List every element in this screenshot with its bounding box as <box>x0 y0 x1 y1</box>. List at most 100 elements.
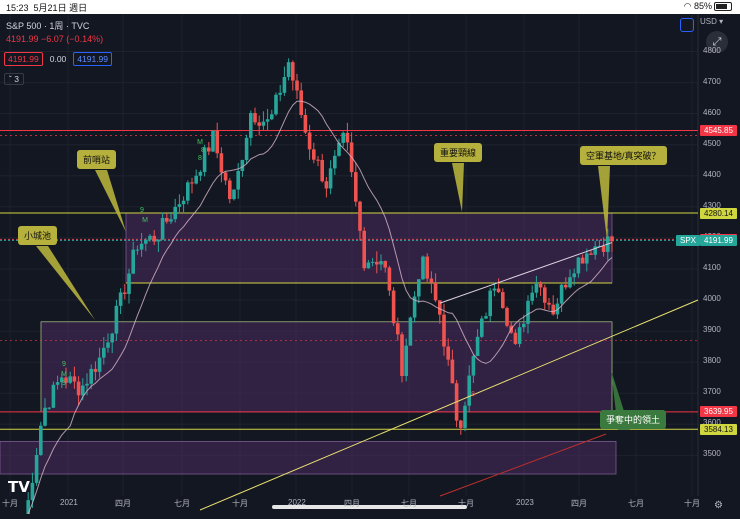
candle <box>240 160 245 171</box>
candle <box>463 405 467 428</box>
candle <box>564 284 568 288</box>
candle <box>110 333 114 343</box>
candle <box>543 287 547 303</box>
candle <box>488 290 492 317</box>
candle <box>459 420 463 428</box>
candle <box>593 246 597 255</box>
gear-icon[interactable]: ⚙ <box>714 500 723 511</box>
battery-text: 85% <box>693 1 712 11</box>
candle <box>118 292 123 306</box>
candle <box>375 261 379 265</box>
candle <box>475 336 480 356</box>
candle <box>257 122 261 126</box>
candle <box>438 300 442 315</box>
trend-line <box>439 242 613 304</box>
candle <box>270 114 274 120</box>
annotation-callout[interactable]: 小城池 <box>18 226 58 245</box>
candle <box>433 282 438 301</box>
annotation-callout[interactable]: 空軍基地/真突破？ <box>580 146 667 165</box>
candle <box>333 155 337 169</box>
candle <box>135 249 140 251</box>
symbol-line[interactable]: S&P 500 · 1周 · TVC <box>6 21 90 31</box>
candle <box>114 305 119 334</box>
price-level-label: 3639.95 <box>700 406 737 418</box>
candle <box>324 181 329 189</box>
candle <box>51 384 56 408</box>
candle <box>207 147 211 152</box>
candle <box>76 381 81 396</box>
trend-line <box>439 433 607 497</box>
candle <box>177 204 182 207</box>
candle <box>530 292 534 301</box>
annotation-callout[interactable]: 重要頸線 <box>434 143 483 162</box>
callout-pointer <box>598 166 610 240</box>
candle <box>610 236 614 242</box>
candle <box>442 314 446 347</box>
price-level-label: 4280.14 <box>700 207 737 219</box>
indicators-toggle[interactable]: ˇ 3 <box>4 73 24 85</box>
y-tick-label: 4600 <box>703 107 721 117</box>
home-indicator[interactable] <box>272 505 467 509</box>
candle <box>244 137 249 161</box>
x-tick-label: 2022 <box>288 498 306 507</box>
annotation-callout[interactable]: 前哨站 <box>77 150 117 169</box>
candle <box>190 182 194 184</box>
trend-line <box>199 299 699 511</box>
candle <box>391 290 396 324</box>
candle <box>522 323 526 328</box>
annotation-callout[interactable]: 爭奪中的領土 <box>600 410 667 429</box>
compare-icon[interactable] <box>680 18 694 32</box>
candle <box>261 121 266 126</box>
candle <box>165 217 169 222</box>
candle <box>60 377 64 383</box>
candle <box>219 153 224 173</box>
candle <box>551 304 555 315</box>
x-tick-label: 七月 <box>401 499 417 508</box>
bid-badge[interactable]: 4191.99 <box>4 52 43 66</box>
candle <box>589 253 593 255</box>
candle <box>484 316 488 319</box>
candle <box>450 359 455 384</box>
candle <box>194 175 198 184</box>
candle <box>160 217 165 240</box>
ask-badge[interactable]: 4191.99 <box>73 52 113 66</box>
candle <box>181 200 186 205</box>
candles <box>26 58 614 519</box>
candle <box>496 288 501 293</box>
td-marker: 8 <box>198 155 202 162</box>
candle <box>572 273 576 278</box>
price-level-label: 4191.99 <box>700 234 737 246</box>
zone-box <box>40 321 613 413</box>
candle <box>43 407 47 426</box>
candle <box>370 261 375 263</box>
candle <box>169 219 173 222</box>
expand-icon[interactable]: ⤢ <box>706 31 728 53</box>
x-tick-label: 十月 <box>458 499 474 508</box>
wifi-icon: ◠ <box>683 1 692 11</box>
x-tick-label: 四月 <box>115 499 131 508</box>
y-tick-label: 4100 <box>703 262 721 272</box>
candle <box>568 277 572 288</box>
candle <box>534 283 539 293</box>
y-tick-label: 3700 <box>703 387 721 397</box>
candle <box>228 180 232 200</box>
x-tick-label: 十月 <box>684 499 700 508</box>
candle <box>425 256 429 279</box>
candle <box>223 172 228 181</box>
candle <box>291 62 295 81</box>
candle <box>354 172 358 202</box>
currency-selector[interactable]: USD ▾ <box>700 17 724 26</box>
x-tick-label: 2021 <box>60 498 78 507</box>
candle <box>127 273 131 294</box>
x-tick-label: 十月 <box>2 499 18 508</box>
y-tick-label: 3500 <box>703 449 721 459</box>
status-date: 5月21日 週日 <box>33 3 88 13</box>
candle <box>26 500 30 519</box>
x-tick-label: 十月 <box>232 499 248 508</box>
candle <box>362 230 366 269</box>
td-marker: 9 <box>140 207 144 214</box>
zones <box>0 212 617 475</box>
candle <box>211 130 215 152</box>
